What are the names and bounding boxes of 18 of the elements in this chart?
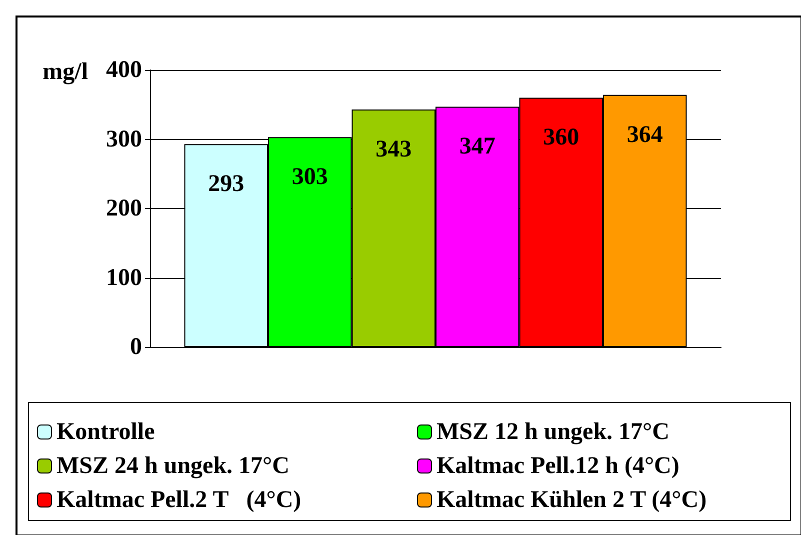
data-label: 343 (376, 136, 412, 162)
data-label: 303 (292, 164, 328, 190)
legend-label: Kontrolle (56, 419, 156, 445)
y-tick-label: 100 (106, 264, 142, 291)
data-label: 364 (626, 122, 663, 148)
data-label: 293 (208, 171, 244, 198)
y-tick-label: 200 (106, 196, 142, 222)
y-axis-title: mg/l (42, 59, 88, 85)
y-tick-label: 0 (130, 334, 142, 360)
data-label: 360 (543, 124, 580, 151)
data-label: 347 (459, 134, 496, 160)
legend-label: Kaltmac Kühlen 2 T (4°C) (436, 487, 707, 513)
y-tick-label: 300 (106, 126, 142, 152)
legend-label: MSZ 12 h ungek. 17°C (436, 419, 670, 445)
y-tick-label: 400 (106, 57, 142, 83)
legend-label: Kaltmac Pell.2 T (4°C) (56, 487, 302, 513)
legend-label: MSZ 24 h ungek. 17°C (56, 453, 290, 479)
legend-label: Kaltmac Pell.12 h (4°C) (436, 453, 680, 479)
